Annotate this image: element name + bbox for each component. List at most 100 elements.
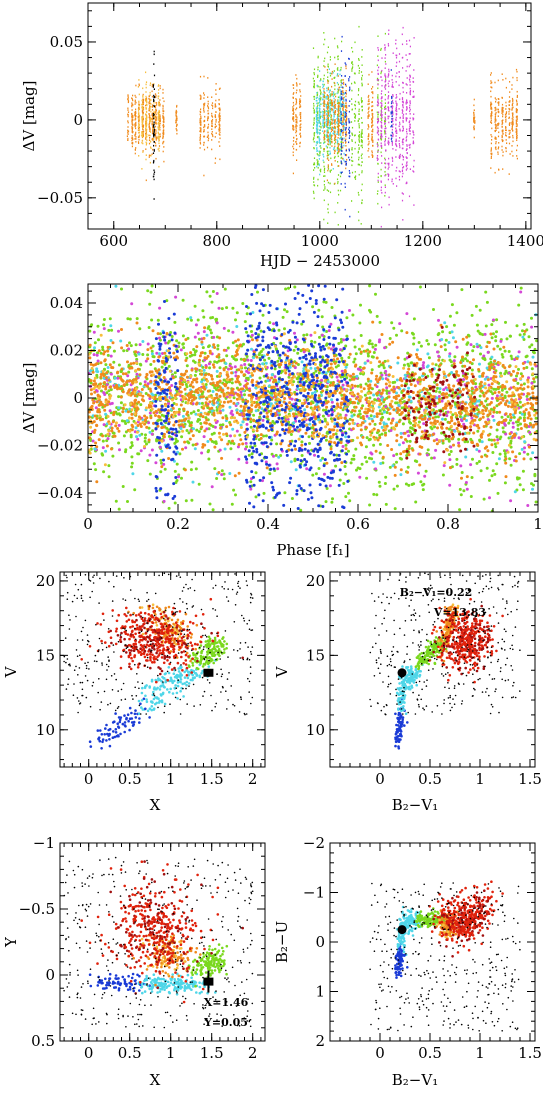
lightcurve-point	[131, 122, 133, 124]
phase-point	[491, 392, 495, 396]
lightcurve-point	[134, 125, 136, 128]
lightcurve-point	[327, 181, 329, 184]
lightcurve-point	[157, 148, 159, 151]
lightcurve-point	[387, 74, 390, 76]
phase-point	[126, 500, 129, 503]
lightcurve-point	[326, 126, 328, 128]
lightcurve-point	[317, 75, 319, 78]
lightcurve-point	[339, 107, 341, 110]
lightcurve-point	[342, 101, 344, 103]
lightcurve-point	[340, 93, 342, 96]
lightcurve-point	[334, 82, 336, 85]
lightcurve-point	[490, 117, 492, 120]
lightcurve-point	[149, 128, 151, 131]
lightcurve-point	[508, 124, 511, 126]
phase-point	[150, 318, 154, 322]
lightcurve-point	[299, 145, 301, 148]
lightcurve-point	[313, 133, 315, 136]
lightcurve-point	[491, 127, 493, 130]
lightcurve-point	[390, 125, 392, 128]
lightcurve-point	[409, 100, 411, 102]
lightcurve-point	[384, 49, 386, 51]
lightcurve-point	[345, 164, 347, 166]
lightcurve-point	[323, 171, 326, 173]
lightcurve-point	[516, 110, 518, 112]
phase-point	[472, 345, 476, 349]
phase-point	[410, 331, 414, 335]
lightcurve-point	[152, 114, 154, 117]
lightcurve-point	[152, 125, 155, 127]
lightcurve-point	[326, 87, 328, 90]
lightcurve-point	[203, 120, 205, 123]
lightcurve-point	[409, 110, 411, 113]
lightcurve-point	[153, 121, 155, 123]
lightcurve-point	[327, 131, 329, 134]
lightcurve-point	[340, 149, 342, 152]
lightcurve-point	[323, 150, 325, 152]
lightcurve-point	[340, 104, 343, 107]
lightcurve-point	[409, 154, 411, 156]
lightcurve-point	[319, 173, 321, 176]
lightcurve-point	[137, 116, 139, 118]
lightcurve-point	[142, 98, 145, 101]
phase-point	[220, 469, 224, 473]
lightcurve-point	[151, 117, 153, 120]
lightcurve-point	[377, 120, 380, 123]
lightcurve-point	[343, 114, 345, 116]
lightcurve-point	[134, 117, 136, 120]
lightcurve-point	[380, 72, 382, 75]
lightcurve-point	[145, 115, 147, 117]
phase-point	[149, 290, 153, 294]
lightcurve-point	[337, 127, 340, 130]
phase-point	[329, 417, 333, 421]
lightcurve-point	[323, 96, 325, 98]
lightcurve-point	[149, 94, 151, 96]
phase-point	[349, 461, 353, 465]
lightcurve-point	[413, 165, 415, 168]
phase-point	[198, 337, 201, 341]
lightcurve-point	[508, 113, 510, 115]
lightcurve-point	[371, 125, 373, 128]
lightcurve-point	[388, 143, 390, 146]
lightcurve-point	[349, 76, 351, 78]
lightcurve-point	[377, 102, 380, 105]
lightcurve-point	[293, 147, 295, 150]
lightcurve-point	[329, 93, 331, 96]
lightcurve-point	[345, 63, 347, 66]
lightcurve-point	[316, 106, 318, 109]
lightcurve-point	[385, 108, 387, 110]
lightcurve-point	[162, 88, 164, 91]
lightcurve-point	[351, 103, 353, 105]
phase-point	[521, 488, 525, 492]
lightcurve-point	[406, 152, 408, 154]
phase-point	[263, 358, 267, 362]
lightcurve-point	[327, 135, 329, 138]
lightcurve-point	[377, 127, 379, 130]
phase-point	[484, 290, 488, 294]
lightcurve-point	[345, 105, 347, 108]
phase-point	[150, 284, 154, 288]
lightcurve-point	[134, 114, 136, 116]
phase-point	[340, 393, 344, 397]
lightcurve-point	[322, 112, 324, 115]
lightcurve-point	[331, 107, 333, 110]
lightcurve-point	[316, 140, 318, 143]
lightcurve-point	[339, 100, 341, 102]
lightcurve-point	[313, 98, 315, 100]
lightcurve-point	[163, 100, 165, 103]
lightcurve-point	[145, 137, 147, 139]
lightcurve-point	[346, 158, 348, 161]
lightcurve-point	[515, 108, 517, 110]
lightcurve-point	[153, 53, 155, 56]
lightcurve-point	[406, 99, 408, 101]
lightcurve-point	[326, 117, 328, 119]
phase-point	[290, 497, 294, 500]
lightcurve-point	[352, 160, 354, 162]
lightcurve-point	[384, 144, 386, 146]
lightcurve-point	[150, 110, 152, 113]
lightcurve-point	[134, 138, 136, 140]
lightcurve-point	[351, 134, 354, 136]
lightcurve-point	[319, 138, 321, 141]
lightcurve-point	[342, 79, 344, 81]
lightcurve-point	[398, 84, 400, 87]
